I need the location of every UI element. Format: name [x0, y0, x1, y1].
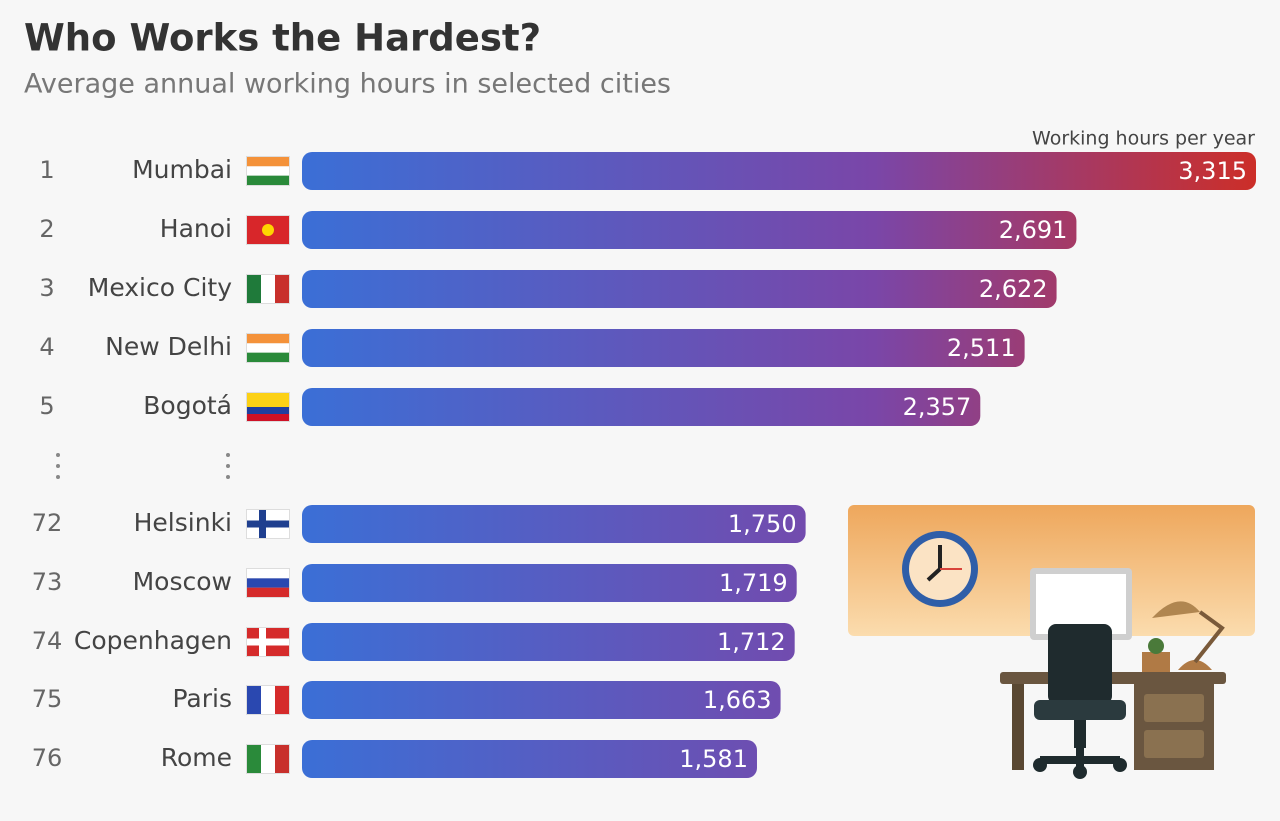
- flag-stripe: [275, 686, 289, 714]
- bar: [302, 681, 781, 719]
- category-label: New Delhi: [105, 332, 232, 361]
- rank-label: 5: [39, 392, 54, 420]
- value-label: 1,712: [717, 628, 786, 656]
- bar: [302, 564, 797, 602]
- flag-stripe: [247, 686, 261, 714]
- flag-stripe: [247, 393, 289, 407]
- rank-label: 2: [39, 215, 54, 243]
- flag-stripe: [275, 275, 289, 303]
- flag-stripe: [247, 745, 261, 773]
- flag-stripe: [247, 414, 289, 421]
- category-label: Moscow: [133, 567, 232, 596]
- value-label: 3,315: [1178, 157, 1247, 185]
- chart-title: Who Works the Hardest?: [24, 17, 541, 60]
- rank-label: 4: [39, 333, 54, 361]
- value-label: 1,581: [679, 745, 748, 773]
- rank-label: 3: [39, 274, 54, 302]
- rank-label: 76: [32, 744, 63, 772]
- category-label: Hanoi: [160, 214, 232, 243]
- flag-stripe: [261, 745, 275, 773]
- flag-stripe: [275, 745, 289, 773]
- rank-label: 1: [39, 156, 54, 184]
- category-label: Copenhagen: [74, 626, 232, 655]
- bar: [302, 623, 795, 661]
- bar: [302, 740, 757, 778]
- value-label: 1,663: [703, 686, 772, 714]
- flag-stripe: [261, 275, 275, 303]
- flag-stripe: [247, 175, 289, 185]
- flag-stripe: [247, 569, 289, 579]
- category-label: Helsinki: [134, 508, 232, 537]
- flag-stripe: [247, 157, 289, 167]
- flag-stripe: [247, 352, 289, 362]
- flag: [246, 215, 290, 245]
- chart-subtitle: Average annual working hours in selected…: [24, 69, 671, 100]
- bar: [302, 329, 1025, 367]
- value-label: 2,622: [979, 275, 1048, 303]
- rank-label: 75: [32, 685, 63, 713]
- flag-star: [262, 224, 274, 236]
- illustration: [848, 505, 1255, 779]
- flag: [246, 744, 290, 774]
- flag: [246, 156, 290, 186]
- flag: [246, 509, 290, 539]
- category-label: Paris: [172, 684, 232, 713]
- value-label: 1,719: [719, 569, 788, 597]
- category-label: Mumbai: [132, 155, 232, 184]
- rank-label: 72: [32, 509, 63, 537]
- ellipsis: [56, 453, 230, 479]
- flag-cross: [247, 520, 289, 528]
- axis-label: Working hours per year: [1032, 128, 1255, 150]
- value-label: 2,511: [947, 334, 1016, 362]
- flag-stripe: [247, 578, 289, 588]
- bar: [302, 270, 1057, 308]
- flag-stripe: [247, 407, 289, 414]
- flag-stripe: [261, 686, 275, 714]
- value-label: 1,750: [728, 510, 797, 538]
- flag-stripe: [247, 587, 289, 597]
- flag-stripe: [247, 343, 289, 353]
- value-label: 2,357: [903, 393, 972, 421]
- flag-cross: [247, 638, 289, 646]
- flag: [246, 274, 290, 304]
- value-label: 2,691: [999, 216, 1068, 244]
- flag-stripe: [247, 334, 289, 344]
- flag: [246, 392, 290, 422]
- flag-stripe: [247, 275, 261, 303]
- category-label: Rome: [161, 743, 232, 772]
- category-label: Mexico City: [88, 273, 232, 302]
- flag-stripe: [247, 166, 289, 176]
- bar: [302, 505, 806, 543]
- bar: [302, 152, 1256, 190]
- flag: [246, 627, 290, 657]
- rank-label: 74: [32, 627, 63, 655]
- category-label: Bogotá: [143, 391, 232, 420]
- bar: [302, 388, 981, 426]
- flag: [246, 685, 290, 715]
- flag: [246, 568, 290, 598]
- flag: [246, 333, 290, 363]
- bar: [302, 211, 1077, 249]
- rank-label: 73: [32, 568, 63, 596]
